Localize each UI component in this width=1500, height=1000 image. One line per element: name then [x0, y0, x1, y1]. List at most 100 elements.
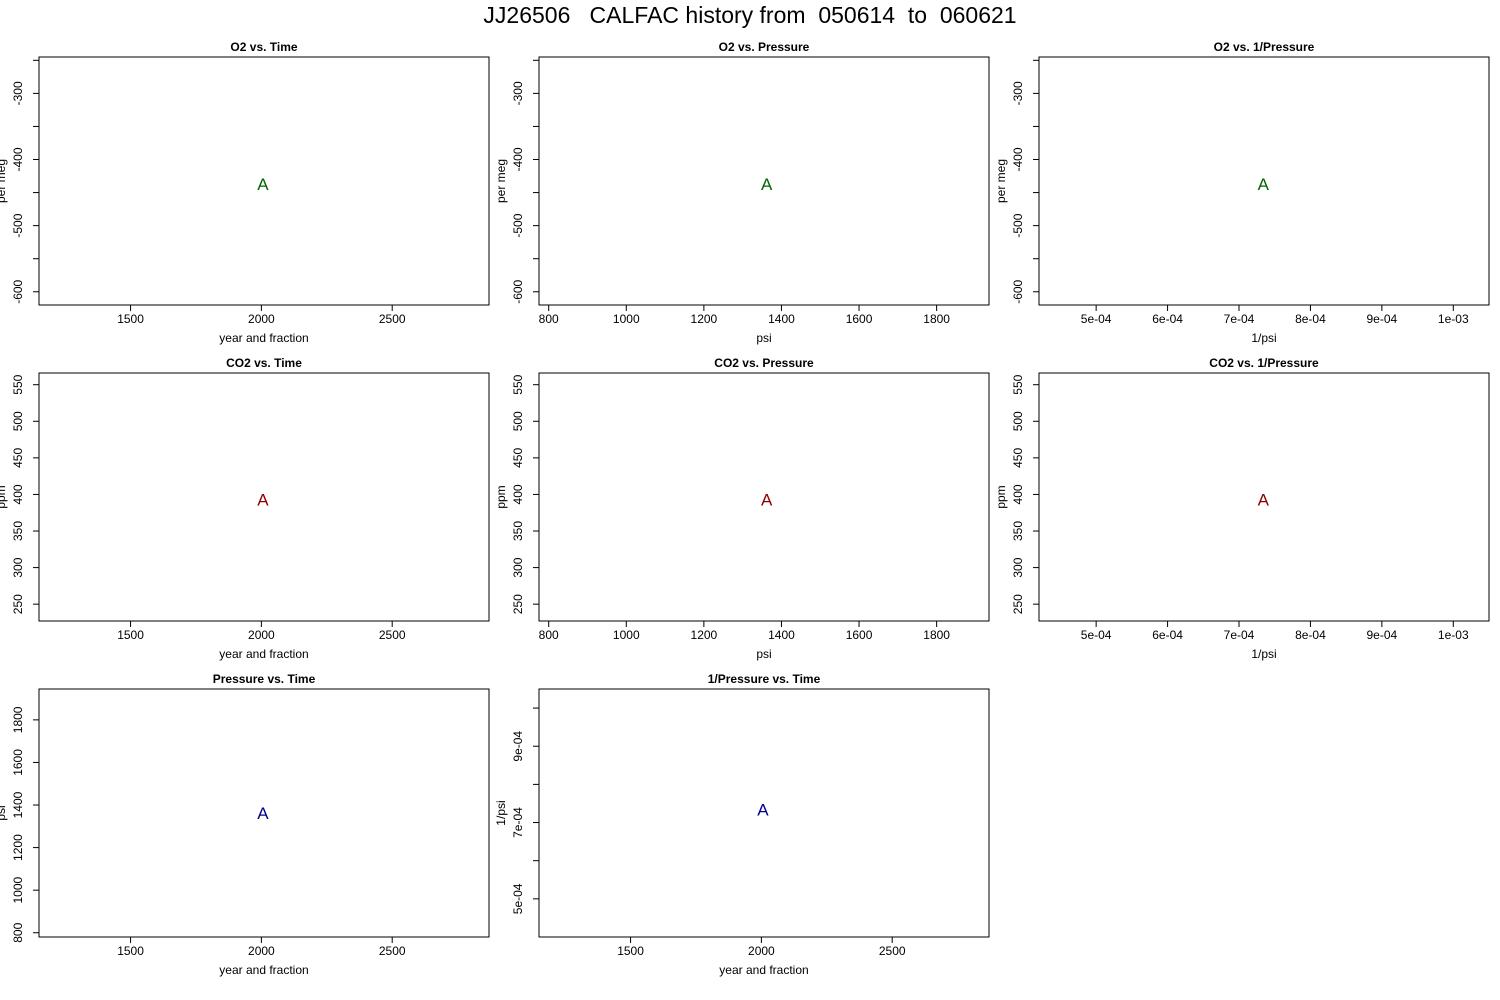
chart-panel-4: CO2 vs. Time 1500 2000 2500 250 300 350 400 450 5… [0, 356, 490, 661]
y-tick-label: 1800 [11, 706, 25, 733]
plot-frame [38, 56, 490, 306]
x-axis-label: year and fraction [719, 963, 808, 977]
panel-title: 1/Pressure vs. Time [708, 672, 821, 686]
y-tick-label: 1000 [11, 876, 25, 903]
x-tick-label: 5e-04 [1081, 312, 1112, 326]
data-point-marker: A [257, 804, 269, 823]
x-tick-label: 1800 [923, 628, 950, 642]
x-tick-label: 6e-04 [1152, 628, 1183, 642]
y-axis-label: per meg [0, 159, 8, 203]
y-tick-label: 450 [1011, 448, 1025, 468]
y-tick-label: 1600 [11, 749, 25, 776]
data-point-marker: A [1258, 491, 1270, 510]
y-tick-label: -500 [511, 213, 525, 237]
plot-frame [1038, 372, 1490, 622]
plot-frame [1038, 56, 1490, 306]
y-tick-label: 500 [511, 411, 525, 431]
plot-frame [38, 688, 490, 938]
x-tick-label: 7e-04 [1224, 312, 1255, 326]
y-tick-label: 5e-04 [511, 883, 525, 914]
x-axis-label: year and fraction [219, 331, 308, 345]
panel-title: CO2 vs. Pressure [714, 356, 814, 370]
data-point-marker: A [757, 801, 769, 820]
y-tick-label: 9e-04 [511, 731, 525, 762]
x-tick-label: 1e-03 [1438, 628, 1469, 642]
y-tick-label: 800 [11, 922, 25, 942]
plot-frame [538, 56, 990, 306]
x-tick-label: 1200 [691, 312, 718, 326]
chart-panel-5: CO2 vs. Pressure 800 1000 1200 1400 1600 1800 2… [494, 356, 990, 661]
x-tick-label: 6e-04 [1152, 312, 1183, 326]
x-tick-label: 2000 [248, 944, 275, 958]
x-tick-label: 2000 [748, 944, 775, 958]
y-tick-label: 350 [1011, 521, 1025, 541]
x-tick-label: 7e-04 [1224, 628, 1255, 642]
x-tick-label: 9e-04 [1367, 628, 1398, 642]
y-tick-label: 250 [511, 594, 525, 614]
x-tick-label: 1800 [923, 312, 950, 326]
y-tick-label: -300 [11, 81, 25, 105]
y-axis-label: 1/psi [494, 800, 508, 825]
y-tick-label: 500 [1011, 411, 1025, 431]
chart-panel-8: 1/Pressure vs. Time 1500 2000 2500 5e-04 7e-0… [494, 672, 990, 977]
x-axis-label: 1/psi [1251, 331, 1276, 345]
y-axis-label: per meg [994, 159, 1008, 203]
y-tick-label: 300 [511, 557, 525, 577]
y-tick-label: -400 [11, 147, 25, 171]
x-tick-label: 2500 [379, 944, 406, 958]
y-tick-label: 250 [11, 594, 25, 614]
chart-panel-7: Pressure vs. Time 1500 2000 2500 800 1000 1200… [0, 672, 490, 977]
y-tick-label: -600 [11, 279, 25, 303]
y-tick-label: 250 [1011, 594, 1025, 614]
y-tick-label: 500 [11, 411, 25, 431]
y-tick-label: -600 [511, 279, 525, 303]
x-tick-label: 1600 [846, 312, 873, 326]
panel-title: O2 vs. Pressure [719, 40, 810, 54]
x-tick-label: 1400 [768, 312, 795, 326]
x-tick-label: 8e-04 [1295, 312, 1326, 326]
data-point-marker: A [257, 491, 269, 510]
x-tick-label: 1500 [617, 944, 644, 958]
plot-frame [538, 372, 990, 622]
x-tick-label: 1500 [117, 312, 144, 326]
x-tick-label: 5e-04 [1081, 628, 1112, 642]
panel-title: O2 vs. Time [230, 40, 297, 54]
x-tick-label: 9e-04 [1367, 312, 1398, 326]
x-tick-label: 8e-04 [1295, 628, 1326, 642]
data-point-marker: A [1258, 175, 1270, 194]
chart-panel-6: CO2 vs. 1/Pressure 5e-04 6e-04 7e-04 8e-04 9e… [994, 356, 1490, 661]
y-tick-label: -600 [1011, 279, 1025, 303]
x-tick-label: 1400 [768, 628, 795, 642]
x-axis-label: 1/psi [1251, 647, 1276, 661]
y-tick-label: 550 [511, 374, 525, 394]
x-tick-label: 2500 [379, 628, 406, 642]
y-tick-label: 350 [11, 521, 25, 541]
data-point-marker: A [761, 491, 773, 510]
y-tick-label: 400 [11, 484, 25, 504]
y-tick-label: 1200 [11, 834, 25, 861]
x-tick-label: 2500 [879, 944, 906, 958]
y-axis-label: ppm [0, 485, 8, 508]
x-axis-label: psi [756, 331, 771, 345]
y-tick-label: 7e-04 [511, 807, 525, 838]
x-axis-label: year and fraction [219, 647, 308, 661]
x-tick-label: 1500 [117, 944, 144, 958]
x-tick-label: 2000 [248, 312, 275, 326]
chart-panel-3: O2 vs. 1/Pressure 5e-04 6e-04 7e-04 8e-04 9e-… [994, 40, 1490, 345]
y-tick-label: 350 [511, 521, 525, 541]
x-tick-label: 1e-03 [1438, 312, 1469, 326]
y-axis-label: per meg [494, 159, 508, 203]
y-tick-label: 1400 [11, 791, 25, 818]
data-point-marker: A [257, 175, 269, 194]
y-tick-label: 450 [11, 448, 25, 468]
plot-frame [538, 688, 990, 938]
y-tick-label: 550 [1011, 374, 1025, 394]
page-title: JJ26506 CALFAC history from 050614 to 06… [483, 2, 1017, 28]
y-tick-label: 450 [511, 448, 525, 468]
y-tick-label: -500 [1011, 213, 1025, 237]
plot-frame [38, 372, 490, 622]
x-tick-label: 1000 [613, 312, 640, 326]
panel-title: O2 vs. 1/Pressure [1214, 40, 1315, 54]
y-tick-label: 400 [511, 484, 525, 504]
